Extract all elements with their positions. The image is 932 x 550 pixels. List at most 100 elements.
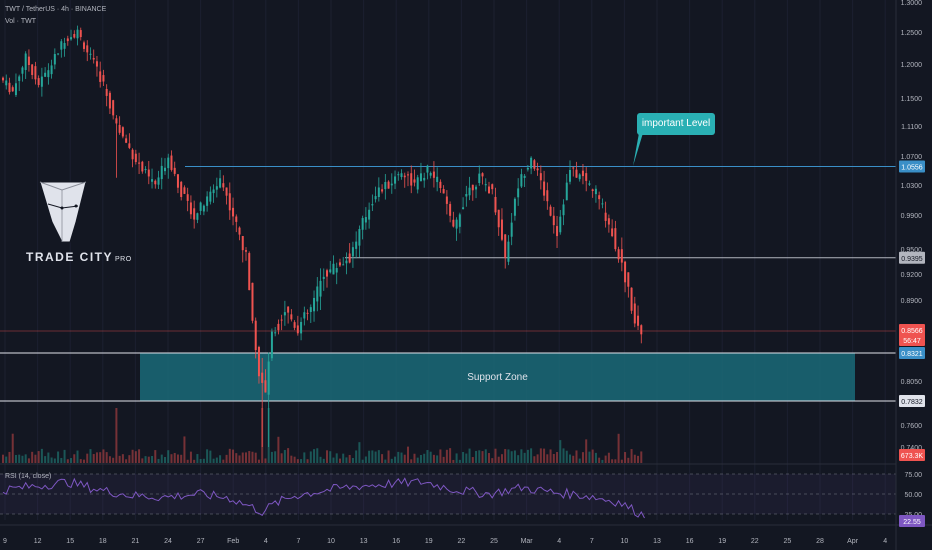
volume-bar — [397, 451, 400, 463]
volume-bar — [364, 456, 367, 463]
candle-body — [2, 77, 4, 81]
candle-body — [212, 189, 215, 194]
candle-body — [115, 118, 118, 124]
volume-bar — [209, 450, 212, 463]
candle-body — [131, 149, 134, 160]
volume-bar — [274, 451, 277, 463]
volume-bar — [235, 453, 238, 463]
candle-body — [50, 65, 53, 75]
volume-bar — [157, 458, 160, 463]
candle-body — [384, 181, 387, 190]
volume-bar — [193, 459, 196, 463]
candle-body — [394, 176, 397, 184]
candle-body — [92, 57, 95, 60]
volume-bar — [8, 451, 11, 463]
volume-badge-bg — [899, 449, 925, 461]
volume-bar — [293, 456, 296, 463]
volume-bar — [439, 449, 442, 463]
volume-bar — [614, 459, 617, 463]
volume-bar — [241, 452, 244, 463]
time-tick-label: 16 — [686, 538, 694, 545]
volume-bar — [423, 453, 426, 463]
candle-body — [254, 320, 257, 351]
volume-bar — [559, 440, 562, 463]
current-price-badge: 0.8566 — [901, 328, 923, 335]
important-level-badge-bg — [899, 160, 925, 173]
volume-bar — [556, 452, 559, 463]
candle-body — [617, 249, 620, 260]
volume-bar — [196, 454, 199, 463]
candle-body — [313, 297, 316, 312]
volume-bar — [86, 453, 89, 463]
volume-bar — [225, 454, 228, 463]
volume-bar — [11, 433, 14, 463]
volume-bar — [251, 451, 254, 463]
volume-bar — [280, 453, 283, 463]
countdown-badge-bg — [899, 334, 925, 346]
candle-body — [423, 177, 426, 181]
candle-body — [296, 325, 299, 334]
candle-body — [31, 64, 34, 75]
volume-bar — [222, 459, 225, 463]
candle-body — [21, 67, 24, 74]
candle-body — [251, 282, 254, 321]
volume-bar — [18, 454, 21, 463]
volume-bar — [40, 448, 43, 463]
volume-bar — [57, 451, 60, 463]
volume-bar — [594, 452, 597, 463]
volume-bar — [381, 454, 384, 463]
volume-bar — [355, 450, 358, 463]
time-tick-label: 9 — [3, 538, 7, 545]
time-tick-label: 4 — [883, 538, 887, 545]
volume-bar — [562, 448, 565, 463]
volume-bar — [445, 449, 448, 463]
candle-body — [196, 213, 199, 220]
candle-body — [34, 66, 37, 80]
price-tick-label: 0.7600 — [901, 423, 923, 430]
volume-bar — [245, 452, 247, 463]
volume-bar — [5, 456, 8, 463]
candle-body — [468, 187, 471, 196]
candle-body — [390, 183, 393, 186]
volume-bar — [270, 451, 273, 463]
time-tick-label: 22 — [458, 538, 466, 545]
candle-body — [429, 172, 432, 176]
logo-emblem-icon — [39, 181, 87, 243]
volume-bar — [345, 457, 348, 463]
candle-body — [575, 169, 578, 178]
candle-body — [83, 42, 85, 49]
volume-bar — [468, 448, 471, 463]
candle-body — [335, 268, 338, 273]
candle-body — [539, 173, 542, 181]
candle-body — [44, 72, 47, 77]
volume-bar — [387, 450, 390, 463]
candle-body — [37, 78, 40, 86]
candle-body — [410, 173, 413, 186]
zone-top-badge: 0.8321 — [901, 351, 923, 358]
volume-bar — [449, 448, 452, 463]
candle-body — [507, 241, 510, 262]
candle-body — [316, 286, 319, 302]
candle-body — [445, 196, 448, 204]
volume-bar — [530, 448, 533, 463]
volume-bar — [607, 452, 610, 463]
candle-body — [79, 30, 82, 38]
volume-bar — [170, 454, 173, 463]
volume-bar — [186, 459, 189, 463]
volume-bar — [206, 449, 209, 463]
candle-body — [351, 247, 354, 257]
candle-body — [491, 184, 494, 190]
volume-bar — [481, 451, 484, 463]
volume-bar — [73, 454, 76, 463]
volume-bar — [585, 439, 588, 463]
countdown-badge: 56:47 — [903, 338, 921, 345]
support-zone-label: Support Zone — [467, 372, 528, 383]
candle-body — [426, 165, 429, 173]
candle-body — [407, 174, 409, 176]
candle-body — [27, 56, 30, 66]
rsi-value-badge-bg — [899, 515, 925, 527]
candle-body — [620, 249, 623, 263]
volume-bar — [115, 408, 118, 463]
zone-top-badge-bg — [899, 347, 925, 359]
